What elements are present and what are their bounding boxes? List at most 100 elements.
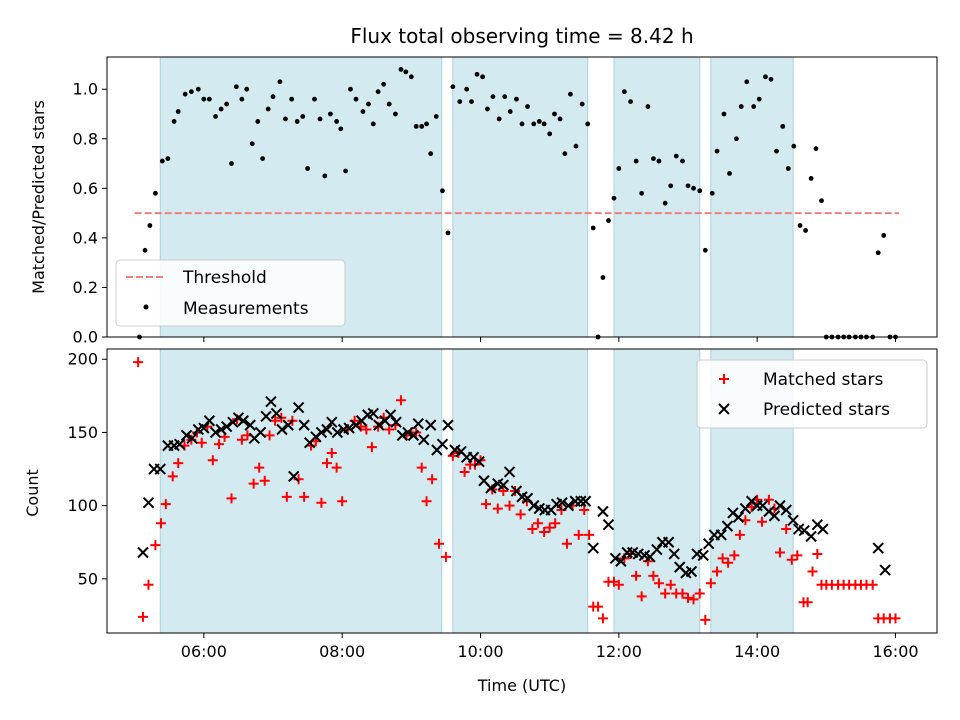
- measurement-point: [668, 183, 674, 189]
- measurement-point: [188, 89, 194, 95]
- matched-star-point: [584, 529, 595, 540]
- measurement-point: [360, 109, 366, 114]
- predicted-star-point: [244, 419, 256, 431]
- matched-star-point: [331, 462, 342, 473]
- predicted-star-point: [651, 543, 663, 556]
- y-tick-label: 0.2: [73, 278, 98, 297]
- predicted-star-point: [270, 407, 283, 420]
- predicted-star-point: [787, 514, 799, 526]
- matched-star-point: [321, 458, 332, 469]
- measurement-point: [348, 86, 353, 92]
- measurement-point: [633, 158, 639, 164]
- matched-star-point: [665, 579, 676, 590]
- measurement-point: [514, 96, 519, 102]
- observing-window-band: [452, 348, 589, 634]
- observing-window-band: [710, 56, 794, 338]
- measurement-point: [590, 225, 596, 231]
- measurement-point: [656, 158, 662, 164]
- matched-star-point: [636, 591, 647, 602]
- predicted-star-point: [503, 466, 516, 478]
- matched-star-point: [416, 462, 427, 473]
- predicted-star-point: [579, 495, 592, 507]
- matched-star-point: [504, 500, 515, 511]
- predicted-star-point: [562, 499, 575, 512]
- predicted-star-point: [343, 422, 355, 434]
- predicted-star-point: [390, 416, 402, 428]
- measurement-point: [673, 153, 679, 159]
- y-tick-label: 0.4: [73, 228, 98, 247]
- matched-star-point: [700, 614, 711, 625]
- predicted-star-point: [485, 482, 497, 494]
- predicted-star-point: [186, 432, 198, 445]
- predicted-star-point: [668, 548, 680, 560]
- observing-window-band: [159, 348, 443, 634]
- measurement-point: [171, 119, 177, 124]
- measurement-point: [469, 99, 474, 105]
- measurement-point: [403, 69, 409, 75]
- measurement-point: [147, 223, 153, 228]
- legend-box: [696, 359, 928, 429]
- measurement-point: [424, 121, 429, 127]
- measurement-point: [224, 101, 230, 107]
- predicted-star-point: [137, 546, 149, 559]
- matched-star-point: [326, 447, 337, 458]
- measurement-point: [294, 119, 300, 124]
- matched-star-point: [236, 434, 247, 445]
- predicted-star-point: [768, 510, 781, 522]
- predicted-star-point: [436, 438, 449, 450]
- measurement-point: [579, 101, 585, 107]
- matched-star-point: [723, 557, 734, 568]
- measurement-point: [808, 176, 814, 181]
- measurement-point: [428, 151, 434, 157]
- measurement-point: [440, 188, 445, 194]
- matched-star-point: [207, 455, 218, 466]
- predicted-star-point: [442, 419, 454, 431]
- measurement-point: [393, 111, 398, 117]
- measurement-point: [464, 86, 470, 92]
- measurement-point: [536, 119, 542, 124]
- predicted-star-point: [384, 409, 397, 421]
- measurement-point: [697, 188, 703, 194]
- measurement-point: [714, 148, 720, 154]
- measurement-point: [557, 116, 563, 122]
- top-legend: Threshold Measurements: [115, 259, 346, 327]
- measurement-point: [621, 89, 627, 95]
- bottom-y-axis-label: Count: [23, 469, 42, 517]
- matched-star-point: [763, 494, 774, 505]
- measurement-point: [408, 74, 414, 80]
- chart-title: Flux total observing time = 8.42 h: [350, 24, 693, 48]
- matched-star-point: [133, 357, 144, 368]
- matched-star-point: [729, 550, 740, 561]
- predicted-star-point: [203, 415, 216, 427]
- matched-star-point: [792, 550, 803, 561]
- measurement-point: [709, 190, 715, 196]
- measurement-point: [322, 173, 328, 179]
- matched-star-point: [774, 547, 785, 558]
- matched-star-point: [214, 439, 225, 450]
- predicted-star-point: [260, 410, 272, 423]
- measurement-point: [616, 166, 622, 171]
- predicted-star-point: [879, 564, 891, 576]
- y-tick-label: 0.0: [73, 328, 98, 347]
- observing-window-band: [452, 56, 589, 338]
- matched-star-point: [515, 509, 526, 520]
- matched-star-point: [299, 491, 310, 502]
- predicted-star-point: [292, 401, 305, 414]
- measurement-point: [338, 126, 344, 132]
- bottom-axes-frame: [106, 348, 938, 634]
- matched-star-point: [337, 496, 348, 507]
- measurement-point: [300, 114, 306, 119]
- matched-star-point: [281, 491, 292, 502]
- predicted-star-point: [732, 511, 745, 524]
- predicted-star-point: [282, 419, 294, 431]
- matched-star-point: [421, 496, 432, 507]
- predicted-star-point: [367, 407, 379, 420]
- measurement-point: [265, 106, 271, 112]
- measurement-point: [768, 76, 774, 82]
- predicted-star-point: [288, 470, 300, 483]
- measurement-point: [317, 116, 323, 122]
- matched-star-point: [648, 570, 659, 581]
- observing-window-band: [613, 56, 701, 338]
- measurement-point: [875, 250, 881, 256]
- measurement-point: [721, 111, 727, 117]
